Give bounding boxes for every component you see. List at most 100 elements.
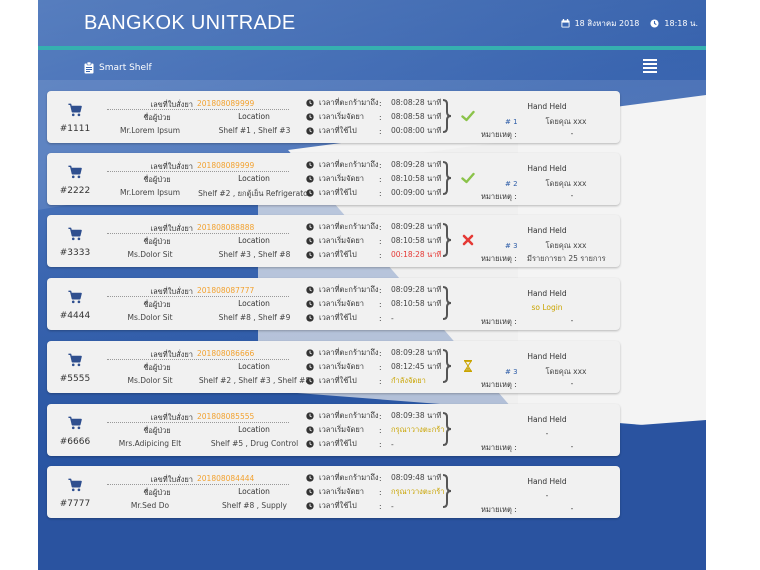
time-label: เวลาเริ่มจัดยา bbox=[319, 174, 364, 183]
location-label: Location bbox=[238, 425, 270, 434]
clock-icon bbox=[306, 412, 314, 420]
patient-label: ชื่อผู้ป่วย bbox=[143, 426, 171, 435]
order-card[interactable]: #5555 เลขที่ใบสั่งยา 201808086666 ชื่อผู้ป่… bbox=[47, 341, 620, 393]
cart-icon bbox=[68, 290, 82, 304]
time-cart-value: 08:09:28 นาที bbox=[391, 160, 442, 169]
order-no-value[interactable]: 201808086666 bbox=[197, 349, 255, 358]
time-row-used: เวลาที่ใช้ไป: - bbox=[306, 437, 394, 451]
note-value: - bbox=[570, 379, 574, 388]
dotted-divider bbox=[107, 109, 289, 110]
note-label: หมายเหตุ : bbox=[481, 254, 517, 263]
clock-icon bbox=[650, 19, 659, 28]
time-used-value: - bbox=[391, 439, 394, 449]
colon: : bbox=[379, 439, 382, 449]
clock-icon bbox=[306, 377, 314, 385]
time-used-value: 00:08:00 นาที bbox=[391, 126, 442, 135]
order-no-label: เลขที่ใบสั่งยา bbox=[150, 350, 194, 359]
order-card[interactable]: #2222 เลขที่ใบสั่งยา 201808089999 ชื่อผู้ป่… bbox=[47, 153, 620, 205]
clock-icon bbox=[306, 314, 314, 322]
section-title-label: Smart Shelf bbox=[99, 63, 152, 73]
clock-icon bbox=[306, 113, 314, 121]
time-row-cart: เวลาที่ตะกร้ามาถึง:08:09:28 นาที bbox=[306, 283, 441, 297]
time-cart-value: 08:08:28 นาที bbox=[391, 98, 442, 107]
colon: : bbox=[379, 473, 382, 483]
time-row-cart: เวลาที่ตะกร้ามาถึง:08:09:38 นาที bbox=[306, 409, 441, 423]
cart-icon bbox=[68, 165, 82, 179]
clock-icon bbox=[306, 223, 314, 231]
colon: : bbox=[379, 501, 382, 511]
time-label: เวลาเริ่มจัดยา bbox=[319, 487, 364, 496]
order-card[interactable]: #4444 เลขที่ใบสั่งยา 201808087777 ชื่อผู้ป่… bbox=[47, 278, 620, 330]
order-no-value[interactable]: 201808085555 bbox=[197, 412, 255, 421]
colon: : bbox=[379, 411, 382, 421]
time-cart-value: 08:09:38 นาที bbox=[391, 411, 442, 420]
colon: : bbox=[379, 98, 382, 108]
colon: : bbox=[379, 299, 382, 309]
location-value: Shelf #8 , Supply bbox=[221, 501, 287, 510]
order-card[interactable]: #3333 เลขที่ใบสั่งยา 201808088888 ชื่อผู้ป่… bbox=[47, 215, 620, 267]
colon: : bbox=[379, 285, 382, 295]
note-label: หมายเหตุ : bbox=[481, 505, 517, 514]
cart-id: #6666 bbox=[59, 437, 91, 447]
header-divider bbox=[38, 46, 706, 50]
order-no-value[interactable]: 201808088888 bbox=[197, 223, 255, 232]
sub-toolbar: Smart Shelf bbox=[38, 56, 706, 80]
handheld-login-status: so Login bbox=[531, 303, 563, 312]
time-start-value: 08:10:58 นาที bbox=[391, 299, 442, 308]
time-row-used: เวลาที่ใช้ไป:00:18:28 นาที bbox=[306, 248, 441, 262]
order-card[interactable]: #6666 เลขที่ใบสั่งยา 201808085555 ชื่อผู้ป่… bbox=[47, 404, 620, 456]
clock-icon bbox=[306, 300, 314, 308]
location-value: Shelf #1 , Shelf #3 bbox=[218, 126, 291, 135]
patient-label: ชื่อผู้ป่วย bbox=[143, 363, 171, 372]
clock-icon bbox=[306, 363, 314, 371]
cart-icon bbox=[68, 227, 82, 241]
colon: : bbox=[379, 112, 382, 122]
handheld-user: - bbox=[545, 491, 549, 500]
time-row-used: เวลาที่ใช้ไป:00:08:00 นาที bbox=[306, 124, 441, 138]
clock-icon bbox=[306, 189, 314, 197]
order-no-value[interactable]: 201808089999 bbox=[197, 99, 255, 108]
colon: : bbox=[379, 236, 382, 246]
cart-icon bbox=[68, 103, 82, 117]
header-date: 18 สิงหาคม 2018 bbox=[574, 19, 640, 28]
location-label: Location bbox=[238, 174, 270, 183]
time-row-used: เวลาที่ใช้ไป:00:09:00 นาที bbox=[306, 186, 441, 200]
section-title: Smart Shelf bbox=[84, 62, 152, 74]
time-label: เวลาที่ตะกร้ามาถึง bbox=[319, 222, 379, 231]
note-value: - bbox=[570, 191, 574, 200]
handheld-user: - bbox=[545, 429, 549, 438]
cart-icon bbox=[68, 416, 82, 430]
order-no-label: เลขที่ใบสั่งยา bbox=[150, 287, 194, 296]
hamburger-icon[interactable] bbox=[643, 59, 657, 73]
cart-id: #7777 bbox=[59, 499, 91, 509]
note-value: มีรายการยา 25 รายการ bbox=[527, 254, 606, 263]
time-label: เวลาเริ่มจัดยา bbox=[319, 236, 364, 245]
cart-icon bbox=[68, 353, 82, 367]
order-no-value[interactable]: 201808087777 bbox=[197, 286, 255, 295]
time-label: เวลาที่ใช้ไป bbox=[319, 250, 357, 259]
dotted-divider bbox=[107, 359, 289, 360]
time-used-value: - bbox=[391, 313, 394, 323]
order-card[interactable]: #1111 เลขที่ใบสั่งยา 201808089999 ชื่อผู้ป่… bbox=[47, 91, 620, 143]
colon: : bbox=[379, 376, 382, 386]
patient-name: Ms.Dolor Sit bbox=[127, 313, 173, 322]
colon: : bbox=[379, 313, 382, 323]
time-label: เวลาเริ่มจัดยา bbox=[319, 112, 364, 121]
patient-name: Mr.Lorem Ipsum bbox=[119, 188, 181, 197]
time-cart-value: 08:09:28 นาที bbox=[391, 285, 442, 294]
colon: : bbox=[379, 160, 382, 170]
clock-icon bbox=[306, 474, 314, 482]
handheld-label: Hand Held bbox=[527, 164, 567, 173]
order-no-value[interactable]: 201808084444 bbox=[197, 474, 255, 483]
location-value: Shelf #2 , ยกตู้เย็น Refrigerator bbox=[198, 189, 311, 198]
time-row-start: เวลาเริ่มจัดยา: กรุณาวางตะกร้า bbox=[306, 485, 445, 499]
patient-label: ชื่อผู้ป่วย bbox=[143, 488, 171, 497]
order-card[interactable]: #7777 เลขที่ใบสั่งยา 201808084444 ชื่อผู้ป่… bbox=[47, 466, 620, 518]
handheld-user: โดยคุณ xxx bbox=[545, 117, 587, 126]
time-label: เวลาที่ใช้ไป bbox=[319, 126, 357, 135]
order-no-value[interactable]: 201808089999 bbox=[197, 161, 255, 170]
location-label: Location bbox=[238, 487, 270, 496]
location-value: Shelf #3 , Shelf #8 bbox=[218, 250, 291, 259]
time-label: เวลาที่ตะกร้ามาถึง bbox=[319, 348, 379, 357]
time-start-value: 08:12:45 นาที bbox=[391, 362, 442, 371]
